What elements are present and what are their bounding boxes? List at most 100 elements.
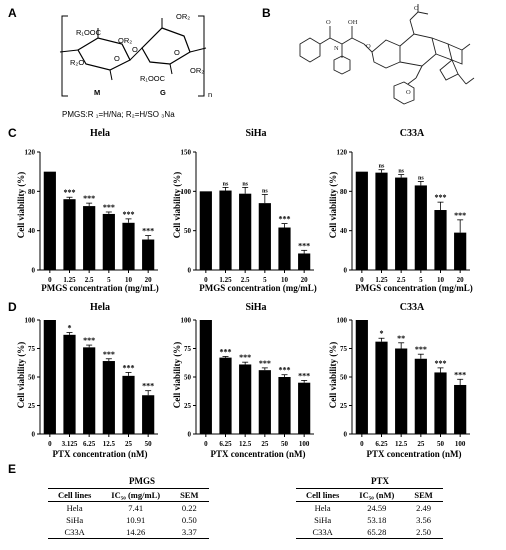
table-cell: 3.56 bbox=[416, 515, 432, 525]
table-cell: 53.18 bbox=[367, 515, 387, 525]
chart-c2-title: SiHa bbox=[245, 128, 267, 139]
x-tick-label: 50 bbox=[281, 440, 289, 448]
bar bbox=[102, 361, 115, 434]
y-tick-label: 0 bbox=[188, 431, 192, 439]
or2-label-g: OR₂ bbox=[190, 66, 205, 75]
bar bbox=[122, 375, 135, 434]
table-row: Hela 24.59 2.49 bbox=[296, 502, 443, 515]
x-tick-label: 0 bbox=[48, 276, 52, 284]
x-tick-label: 1.25 bbox=[375, 276, 388, 284]
bar bbox=[414, 185, 427, 270]
table-header-row: Cell lines IC₅₀ (nM) SEM bbox=[296, 488, 443, 502]
chart-c2-ylabel: Cell viability (%) bbox=[172, 171, 182, 239]
table-cell: 14.26 bbox=[126, 527, 146, 537]
x-tick-label: 6.25 bbox=[375, 440, 388, 448]
y-tick-label: 100 bbox=[25, 317, 36, 325]
bar bbox=[142, 239, 155, 270]
bar bbox=[239, 193, 252, 270]
bar bbox=[355, 320, 368, 434]
significance-label: *** bbox=[142, 382, 154, 391]
bar bbox=[219, 357, 232, 434]
table-pmgs-title: PMGS bbox=[129, 476, 155, 486]
or2-label-m: OR₂ bbox=[118, 36, 133, 45]
chart-c3-xlabel: PMGS concentration (mg/mL) bbox=[355, 283, 473, 293]
table-pmgs: Cell lines IC₅₀ (mg/mL) SEM Hela 7.41 0.22 Si… bbox=[48, 488, 209, 539]
y-tick-label: 40 bbox=[28, 227, 36, 235]
x-tick-label: 10 bbox=[437, 276, 445, 284]
ic50-table-ptx: Cell lines IC₅₀ (nM) SEM Hela 24.59 2.49 SiHa… bbox=[296, 488, 443, 539]
significance-label: *** bbox=[83, 336, 95, 345]
panel-label-b: B bbox=[262, 6, 271, 20]
significance-label: *** bbox=[259, 359, 271, 368]
pmgs-structure-drawing bbox=[59, 15, 207, 97]
y-tick-label: 100 bbox=[181, 317, 192, 325]
significance-label: *** bbox=[103, 203, 115, 212]
x-tick-label: 12.5 bbox=[395, 440, 408, 448]
n-subscript-label: n bbox=[208, 90, 213, 99]
significance-label: *** bbox=[435, 193, 447, 202]
table-cell: C33A bbox=[312, 527, 333, 537]
table-row: C33A 14.26 3.37 bbox=[48, 526, 209, 539]
r2o-label-m: R₂O bbox=[70, 58, 85, 67]
chart-d1-ylabel: Cell viability (%) bbox=[16, 341, 26, 409]
x-tick-label: 50 bbox=[145, 440, 153, 448]
bar bbox=[142, 395, 155, 434]
table-header-cell: IC₅₀ (mg/mL) bbox=[111, 490, 161, 500]
bar bbox=[219, 190, 232, 270]
table-header-cell: SEM bbox=[414, 490, 433, 500]
bar bbox=[122, 222, 135, 270]
bar bbox=[375, 341, 388, 434]
chart-d3-xlabel: PTX concentration (nM) bbox=[366, 449, 462, 459]
significance-label: ns bbox=[262, 188, 268, 194]
table-cell: SiHa bbox=[66, 515, 84, 525]
bar bbox=[454, 384, 467, 434]
significance-label: *** bbox=[454, 211, 466, 220]
table-header-row: Cell lines IC₅₀ (mg/mL) SEM bbox=[48, 488, 209, 502]
x-tick-label: 5 bbox=[107, 276, 111, 284]
bar bbox=[43, 171, 56, 270]
significance-label: *** bbox=[239, 353, 251, 362]
chart-d3-title: C33A bbox=[399, 302, 425, 313]
bar bbox=[199, 191, 212, 270]
significance-label: ns bbox=[418, 176, 424, 182]
x-tick-label: 12.5 bbox=[103, 440, 116, 448]
svg-text:N: N bbox=[334, 45, 339, 52]
y-tick-label: 0 bbox=[32, 267, 36, 275]
y-tick-label: 75 bbox=[184, 345, 192, 353]
bar bbox=[63, 199, 76, 270]
x-tick-label: 0 bbox=[360, 276, 364, 284]
table-cell: Hela bbox=[314, 503, 331, 513]
table-cell: 0.22 bbox=[181, 503, 197, 513]
bar bbox=[395, 177, 408, 270]
bar bbox=[395, 348, 408, 434]
m-unit-label: M bbox=[94, 88, 101, 97]
y-tick-label: 0 bbox=[344, 267, 348, 275]
x-tick-label: 1.25 bbox=[219, 276, 232, 284]
significance-label: *** bbox=[142, 227, 154, 236]
table-header-cell: Cell lines bbox=[58, 490, 92, 500]
bar bbox=[434, 210, 447, 270]
panel-label-e: E bbox=[8, 462, 17, 476]
table-header-cell: Cell lines bbox=[306, 490, 340, 500]
o-label-g: O bbox=[174, 48, 180, 57]
y-tick-label: 0 bbox=[188, 267, 192, 275]
chart-c1-title: Hela bbox=[90, 128, 110, 139]
table-cell: 65.28 bbox=[367, 527, 387, 537]
svg-text:O: O bbox=[326, 19, 331, 26]
x-tick-label: 10 bbox=[281, 276, 289, 284]
x-tick-label: 20 bbox=[301, 276, 309, 284]
y-tick-label: 150 bbox=[181, 149, 192, 157]
bar bbox=[278, 377, 291, 434]
panel-label-d: D bbox=[8, 300, 17, 314]
svg-text:OH: OH bbox=[348, 19, 358, 26]
table-row: C33A 65.28 2.50 bbox=[296, 526, 443, 539]
svg-text:O: O bbox=[366, 43, 371, 50]
significance-label: ns bbox=[379, 164, 385, 170]
bar bbox=[454, 232, 467, 270]
pmgs-caption: PMGS:R ₁=H/Na; R₂=H/SO ₃Na bbox=[62, 110, 175, 119]
significance-label: *** bbox=[454, 370, 466, 379]
chart-c1-xlabel: PMGS concentration (mg/mL) bbox=[41, 283, 159, 293]
significance-label: *** bbox=[220, 347, 232, 356]
y-tick-label: 50 bbox=[184, 374, 192, 382]
